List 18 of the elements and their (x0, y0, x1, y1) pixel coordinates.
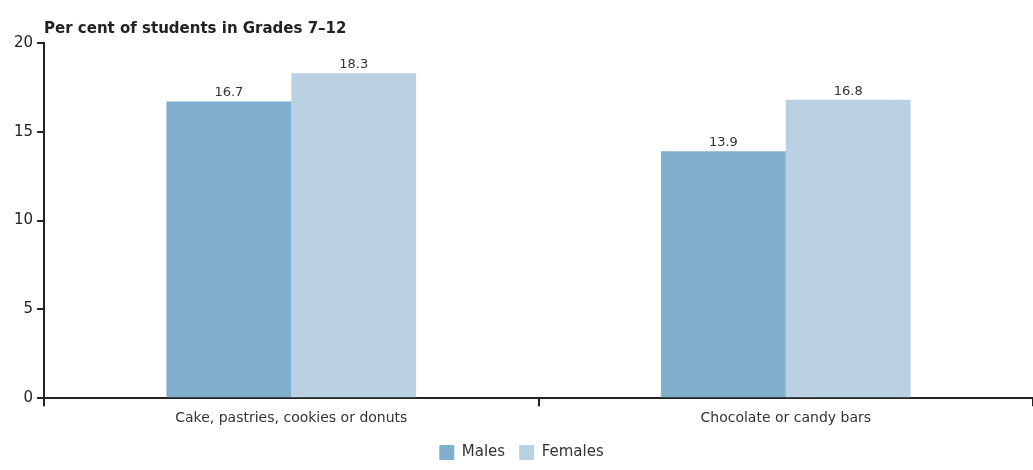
bar (785, 99, 911, 398)
data-label: 16.7 (214, 84, 244, 100)
data-label: 16.8 (833, 82, 863, 98)
bar (660, 151, 786, 398)
x-tick-label: Cake, pastries, cookies or donuts (175, 409, 408, 426)
y-tick-label: 15 (13, 121, 34, 140)
y-tick-label: 10 (13, 210, 34, 229)
legend-label: Males (461, 442, 506, 461)
y-tick-label: 5 (23, 299, 34, 318)
bar (291, 73, 417, 398)
legend-label: Females (541, 442, 604, 461)
data-label: 18.3 (339, 56, 369, 72)
y-tick-label: 20 (13, 32, 34, 51)
y-tick-label: 0 (23, 388, 34, 407)
data-label: 13.9 (708, 134, 738, 150)
bar (166, 101, 292, 398)
y-axis-title: Per cent of students in Grades 7–12 (44, 19, 347, 37)
x-tick-label: Chocolate or candy bars (700, 409, 872, 426)
